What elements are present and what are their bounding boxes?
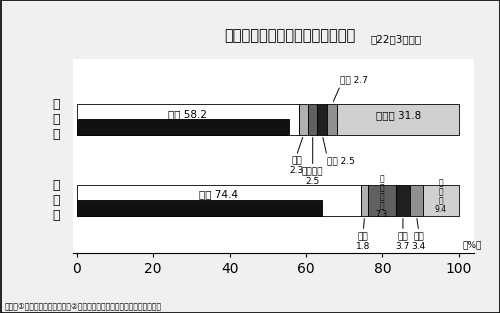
Text: （注）①金融ジャーナル社調べ②その他は労金、農協、ゆうちょ銀の合算: （注）①金融ジャーナル社調べ②その他は労金、農協、ゆうちょ銀の合算 — [5, 301, 162, 310]
Bar — [327, 104, 338, 135]
Bar — [308, 104, 318, 135]
Text: 長崎県内の預貯金・貸出金シェア: 長崎県内の預貯金・貸出金シェア — [224, 28, 355, 43]
Text: 都銀
2.3: 都銀 2.3 — [290, 157, 304, 175]
Text: 第二地銀
2.5: 第二地銀 2.5 — [302, 167, 324, 186]
Bar — [76, 200, 322, 216]
Text: 信組
3.4: 信組 3.4 — [412, 232, 426, 251]
Bar — [423, 185, 459, 216]
Bar — [318, 104, 327, 135]
Bar — [76, 104, 299, 135]
Text: 預
貯
金: 預 貯 金 — [52, 98, 60, 141]
Text: 第
二
地
銀
7.3: 第 二 地 銀 7.3 — [376, 174, 388, 219]
Bar — [299, 104, 308, 135]
Bar — [410, 185, 423, 216]
Bar — [76, 119, 289, 135]
Bar — [368, 185, 396, 216]
Text: うち十八親和銀 64.3: うち十八親和銀 64.3 — [167, 203, 232, 213]
Text: 地銀 58.2: 地銀 58.2 — [168, 109, 207, 119]
Text: うち十八親和銀 55.6: うち十八親和銀 55.6 — [150, 122, 216, 132]
Bar — [338, 104, 459, 135]
Text: 地銀 74.4: 地銀 74.4 — [200, 189, 238, 199]
Text: 貸
出
金: 貸 出 金 — [52, 179, 60, 222]
Bar — [396, 185, 410, 216]
Text: その他 31.8: その他 31.8 — [376, 110, 421, 121]
Text: そ
の
他
9.4: そ の 他 9.4 — [435, 178, 447, 214]
Bar — [361, 185, 368, 216]
Text: 都銀
1.8: 都銀 1.8 — [356, 232, 370, 251]
Text: （22年3月末）: （22年3月末） — [370, 34, 422, 44]
Bar — [76, 185, 361, 216]
Text: （%）: （%） — [462, 240, 482, 249]
Text: 信金 2.5: 信金 2.5 — [327, 157, 355, 166]
Text: 信金
3.7: 信金 3.7 — [396, 232, 410, 251]
Text: 信組 2.7: 信組 2.7 — [340, 76, 368, 85]
